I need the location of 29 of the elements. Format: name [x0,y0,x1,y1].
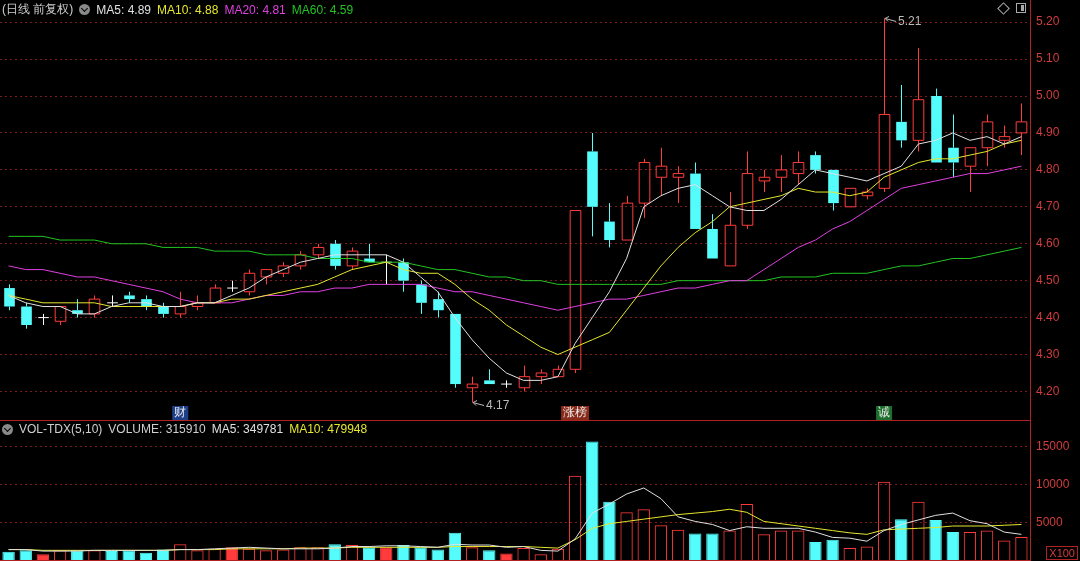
y-tick-label: 5.00 [1036,88,1060,103]
y-tick-label: 4.70 [1036,199,1060,214]
annotation: VOLUME: 315910 [108,422,206,436]
annotation: 4.17 [486,397,510,412]
text: MA20: 4.81 [224,2,286,17]
chart-title: VOL-TDX(5,10) [19,422,103,436]
y-tick-label: 4.60 [1036,236,1060,251]
y-tick-label: 5.20 [1036,14,1060,29]
y-tick-label: 4.30 [1036,346,1060,361]
text: MA10: 479948 [289,422,368,436]
text: MA10: 4.88 [157,2,219,17]
annotation: 财 [174,405,187,420]
text: X100 [1046,546,1078,560]
y-tick-label: 4.80 [1036,162,1060,177]
text: MA5: 349781 [211,422,284,436]
y-tick-label: 15000 [1036,439,1070,454]
y-tick-label: 4.40 [1036,309,1060,324]
text: MA5: 4.89 [96,2,152,17]
annotation: 涨榜 [563,405,588,420]
y-tick-label: 4.90 [1036,125,1060,140]
y-tick-label: 4.20 [1036,383,1060,398]
annotation: 诚 [878,405,891,420]
y-tick-label: 10000 [1036,477,1070,492]
y-tick-label: 4.50 [1036,272,1060,287]
y-tick-label: 5.10 [1036,51,1060,66]
y-tick-label: 5000 [1036,515,1064,530]
text: MA60: 4.59 [291,2,354,17]
chart-title: (日线 前复权) [2,1,74,18]
annotation: 5.21 [898,13,922,28]
